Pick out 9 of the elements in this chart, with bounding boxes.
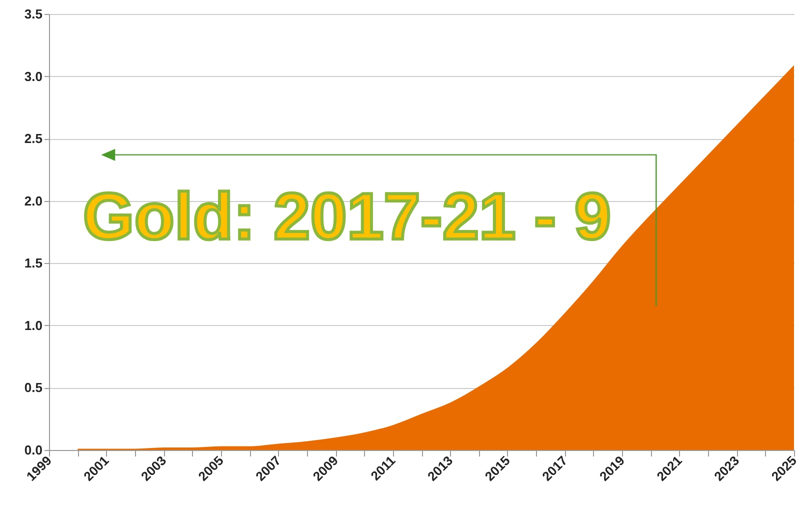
y-tick-label: 0.0: [24, 442, 42, 458]
y-tick-label: 2.5: [24, 131, 42, 146]
y-tick-label: 1.5: [24, 256, 42, 271]
y-tick-label: 3.5: [24, 6, 42, 22]
y-tick-label: 1.0: [24, 318, 42, 333]
y-tick-label: 3.0: [24, 68, 42, 84]
y-tick-label: 0.5: [24, 380, 42, 396]
y-tick-label: 2.0: [24, 193, 42, 208]
annotation: Gold: 2017-21 - 9: [82, 178, 612, 253]
